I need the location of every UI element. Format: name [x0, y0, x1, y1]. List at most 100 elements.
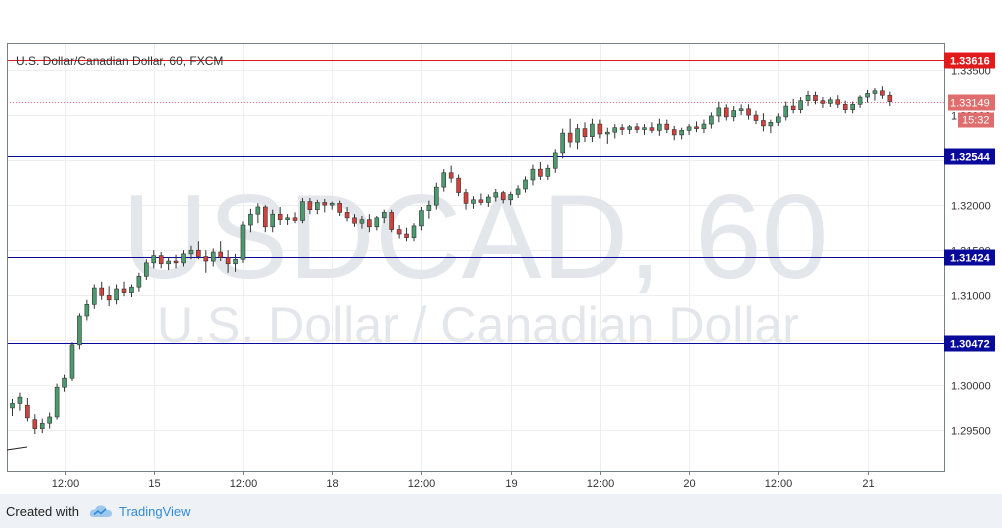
candle-body	[54, 386, 60, 418]
candle-body	[17, 396, 23, 404]
candle-body	[396, 229, 402, 235]
level-label-bg	[944, 148, 995, 165]
candle-body	[828, 99, 833, 104]
level-label: 1.30472	[950, 339, 990, 351]
candle-body	[575, 128, 580, 143]
candle-body	[842, 103, 848, 110]
x-tick-label: 12:00	[765, 478, 793, 490]
candle-body	[590, 123, 595, 138]
x-tick-label: 12:00	[587, 478, 615, 490]
candle-body	[367, 219, 372, 228]
candle-body	[233, 258, 238, 265]
x-tick-label: 19	[505, 478, 517, 490]
candle-body	[91, 287, 97, 305]
candle-body	[389, 212, 394, 230]
level-label-bg	[944, 249, 995, 266]
countdown-bg	[958, 112, 994, 128]
candle-body	[820, 100, 826, 104]
candle-body	[597, 123, 603, 135]
candle-body	[315, 202, 320, 210]
candle-body	[642, 127, 647, 130]
candle-body	[604, 131, 610, 135]
candle-body	[381, 212, 387, 219]
candle-body	[114, 288, 119, 301]
candle-body	[552, 152, 558, 169]
candle-body	[255, 206, 261, 215]
candle-body	[463, 192, 469, 204]
candle-body	[657, 123, 662, 131]
candle-body	[166, 260, 171, 265]
candle-body	[880, 90, 885, 96]
candle-body	[181, 253, 186, 264]
candle-body	[292, 217, 298, 221]
candle-body	[679, 130, 684, 136]
candle-body	[538, 168, 543, 177]
level-label: 1.31424	[950, 253, 991, 265]
candle-body	[709, 115, 714, 125]
candle-body	[582, 128, 588, 138]
candle-body	[69, 344, 75, 379]
candle-body	[686, 126, 692, 131]
candle-body	[158, 255, 164, 265]
watermark: USDCAD, 60 U.S. Dollar / Canadian Dollar	[122, 170, 829, 353]
footer: Created with TradingView	[0, 494, 1002, 528]
candle-body	[374, 217, 380, 228]
candle-body	[515, 188, 521, 195]
candle-body	[210, 251, 216, 262]
candle-body	[471, 199, 476, 204]
candle-body	[761, 120, 766, 127]
candle-body	[240, 224, 246, 260]
level-label-bg	[944, 52, 995, 69]
x-tick-label: 15	[148, 478, 160, 490]
candle-body	[776, 116, 781, 123]
created-with-label: Created with	[6, 503, 79, 519]
candle-body	[262, 206, 268, 228]
candle-body	[77, 315, 82, 346]
price-labels: 1.33616 1.32544 1.31424 1.30472 1.33149 15:32	[944, 52, 995, 352]
candle-body	[47, 416, 52, 424]
tradingview-cloud-icon	[89, 505, 112, 517]
candle-body	[872, 90, 878, 94]
candle-body	[835, 99, 841, 105]
candle-body	[567, 132, 573, 143]
candle-body	[500, 192, 506, 201]
candle-body	[173, 260, 179, 264]
candle-body	[433, 186, 439, 206]
x-tick-label: 12:00	[230, 478, 258, 490]
candle-body	[300, 201, 305, 221]
y-tick-label: 1.31000	[951, 291, 991, 303]
candle-body	[545, 167, 551, 177]
tradingview-link[interactable]: TradingView	[89, 504, 191, 519]
candle-body	[248, 213, 253, 226]
candle-body	[106, 294, 112, 301]
candle-body	[188, 249, 194, 255]
candle-body	[493, 192, 499, 198]
candle-body	[813, 94, 818, 101]
tradingview-brand: TradingView	[118, 503, 191, 519]
candle-body	[798, 100, 803, 110]
candle-body	[649, 127, 655, 131]
candle-body	[619, 127, 625, 130]
candle-body	[671, 129, 677, 136]
candle-body	[419, 210, 424, 227]
candle-body	[783, 105, 789, 118]
candle-body	[99, 287, 105, 296]
candle-body	[225, 257, 231, 265]
candle-body	[270, 213, 276, 228]
candle-body	[218, 251, 223, 258]
candle-body	[10, 403, 15, 409]
candle-body	[307, 201, 313, 210]
candle-body	[359, 219, 365, 224]
candle-body	[344, 212, 350, 219]
level-label-bg	[944, 335, 995, 352]
watermark-name: U.S. Dollar / Canadian Dollar	[157, 297, 799, 353]
candle-body	[627, 126, 632, 130]
x-tick-label: 20	[683, 478, 695, 490]
candle-body	[664, 123, 670, 130]
candle-body	[530, 168, 536, 181]
chart-title: U.S. Dollar/Canadian Dollar, 60, FXCM	[16, 54, 223, 68]
candle-body	[738, 108, 744, 111]
candle-body	[865, 93, 870, 98]
candles	[10, 86, 893, 435]
